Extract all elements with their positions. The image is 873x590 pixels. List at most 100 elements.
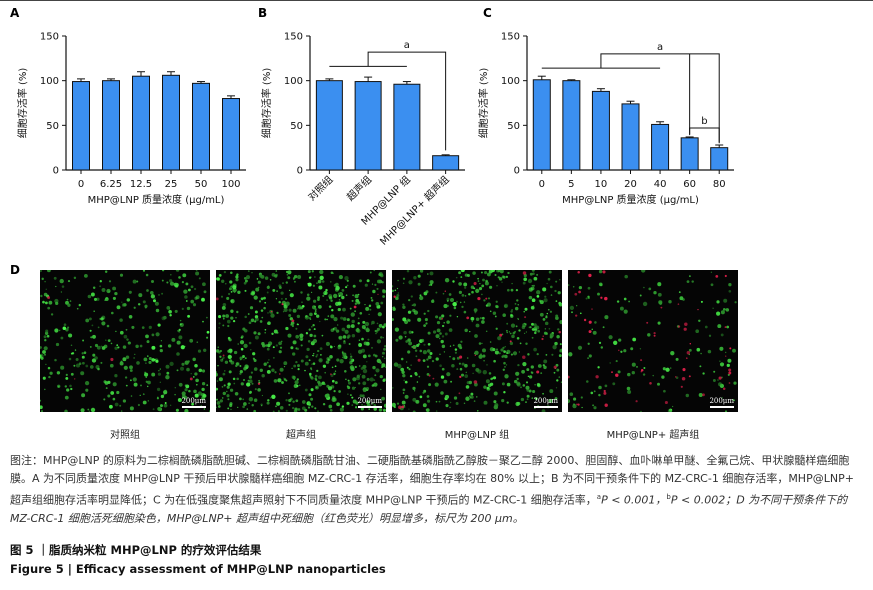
live-cell [178, 335, 183, 340]
live-cell [338, 335, 343, 340]
live-cell [285, 399, 288, 402]
live-cell [384, 366, 386, 368]
live-cell [541, 409, 546, 412]
dead-cell [536, 370, 540, 374]
live-cell [266, 401, 270, 405]
bar [354, 81, 382, 171]
live-cell [700, 352, 702, 355]
live-cell [246, 382, 251, 387]
live-cell [326, 318, 328, 321]
live-cell [335, 329, 340, 333]
live-cell [497, 336, 502, 341]
live-cell [506, 322, 509, 325]
dead-cell [216, 297, 219, 301]
scale-bar [534, 406, 558, 408]
live-cell [107, 394, 111, 398]
live-cell [549, 310, 553, 313]
live-cell [587, 286, 591, 290]
live-cell [455, 402, 459, 405]
live-cell [463, 310, 467, 314]
dead-cell [577, 271, 580, 274]
live-cell [251, 403, 254, 407]
live-cell [641, 270, 646, 273]
live-cell [261, 394, 263, 397]
live-cell [394, 327, 400, 332]
live-cell [65, 328, 69, 332]
live-cell [114, 291, 118, 296]
live-cell [251, 291, 255, 296]
live-cell [402, 303, 405, 306]
live-cell [81, 352, 84, 355]
live-cell [182, 273, 187, 278]
live-cell [435, 410, 438, 412]
live-cell [530, 286, 535, 291]
live-cell [496, 348, 498, 351]
live-cell [503, 350, 506, 353]
live-cell [579, 312, 582, 315]
live-cell [125, 384, 128, 387]
live-cell [537, 364, 542, 368]
live-cell [471, 363, 476, 368]
live-cell [273, 357, 275, 359]
live-cell [502, 346, 505, 349]
live-cell [253, 359, 257, 362]
live-cell [346, 318, 350, 322]
live-cell [496, 284, 498, 287]
dead-cell [588, 330, 592, 334]
live-cell [727, 373, 730, 376]
live-cell [269, 279, 272, 281]
live-cell [176, 369, 179, 372]
live-cell [366, 400, 370, 405]
live-cell [282, 282, 284, 284]
live-cell [472, 271, 476, 275]
live-cell [441, 324, 445, 328]
live-cell [297, 364, 300, 368]
live-cell [503, 361, 506, 365]
live-cell [402, 277, 406, 280]
live-cell [498, 352, 501, 355]
live-cell [335, 285, 340, 291]
live-cell [201, 387, 205, 392]
dead-cell [441, 317, 444, 320]
dead-cell [222, 354, 225, 357]
dead-cell [466, 316, 470, 320]
live-cell [486, 364, 488, 366]
live-cell [473, 352, 476, 355]
live-cell [517, 363, 520, 367]
live-cell [244, 315, 247, 319]
live-cell [146, 340, 150, 344]
live-cell [369, 308, 372, 311]
live-cell [309, 318, 312, 321]
live-cell [247, 313, 250, 315]
live-cell [271, 272, 276, 277]
live-cell [628, 300, 630, 303]
live-cell [540, 372, 543, 374]
live-cell [309, 367, 313, 370]
live-cell [533, 323, 537, 327]
live-cell [154, 301, 159, 306]
live-cell [255, 287, 260, 292]
live-cell [306, 293, 310, 297]
dead-cell [398, 405, 402, 410]
live-cell [404, 335, 407, 338]
live-cell [423, 343, 426, 346]
live-cell [373, 270, 375, 272]
live-cell [116, 390, 120, 395]
live-cell [68, 333, 73, 338]
x-axis-label: MHP@LNP 质量浓度 (μg/mL) [88, 193, 225, 206]
live-cell [428, 383, 432, 387]
live-cell [657, 382, 660, 386]
live-cell [632, 337, 637, 342]
live-cell [359, 394, 363, 398]
live-cell [239, 372, 242, 375]
live-cell [104, 270, 108, 273]
live-cell [334, 381, 338, 385]
live-cell [487, 383, 492, 388]
live-cell [503, 303, 509, 309]
live-cell [308, 328, 311, 331]
live-cell [338, 299, 341, 301]
live-cell [314, 305, 316, 308]
live-cell [163, 403, 168, 408]
live-cell [375, 332, 377, 335]
live-cell [101, 346, 106, 350]
